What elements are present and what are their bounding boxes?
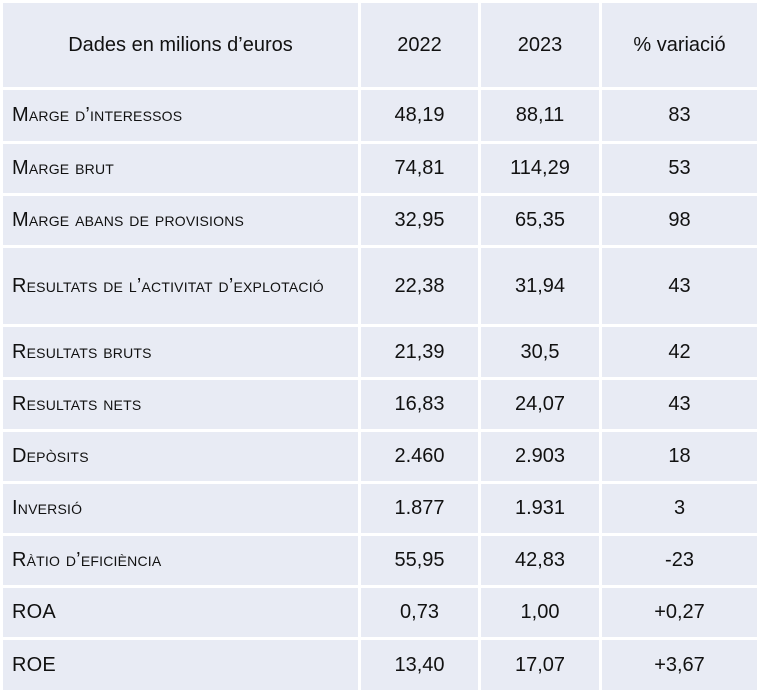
header-label: Dades en milions d’euros: [2, 2, 360, 89]
cell-variation: 83: [601, 89, 757, 143]
cell-variation: +0,27: [601, 587, 757, 639]
cell-variation: 53: [601, 143, 757, 195]
cell-2023: 31,94: [480, 247, 601, 326]
cell-variation: 18: [601, 431, 757, 483]
table-row: Resultats bruts 21,39 30,5 42: [2, 326, 757, 379]
cell-2023: 88,11: [480, 89, 601, 143]
row-label: Marge d’interessos: [2, 89, 360, 143]
cell-variation: +3,67: [601, 639, 757, 692]
cell-2022: 21,39: [360, 326, 480, 379]
cell-2023: 1.931: [480, 483, 601, 535]
row-label: Marge brut: [2, 143, 360, 195]
cell-2022: 48,19: [360, 89, 480, 143]
cell-2023: 65,35: [480, 195, 601, 247]
table-row: Marge abans de provisions 32,95 65,35 98: [2, 195, 757, 247]
table-row: Ràtio d’eficiència 55,95 42,83 -23: [2, 535, 757, 587]
cell-2023: 17,07: [480, 639, 601, 692]
cell-2022: 16,83: [360, 379, 480, 431]
row-label: ROA: [2, 587, 360, 639]
table-row: Resultats nets 16,83 24,07 43: [2, 379, 757, 431]
cell-2022: 74,81: [360, 143, 480, 195]
row-label: Marge abans de provisions: [2, 195, 360, 247]
cell-2022: 2.460: [360, 431, 480, 483]
cell-2023: 30,5: [480, 326, 601, 379]
table-row: Marge d’interessos 48,19 88,11 83: [2, 89, 757, 143]
cell-2023: 24,07: [480, 379, 601, 431]
row-label: Inversió: [2, 483, 360, 535]
cell-2023: 1,00: [480, 587, 601, 639]
table-row: ROE 13,40 17,07 +3,67: [2, 639, 757, 692]
cell-2023: 114,29: [480, 143, 601, 195]
cell-variation: 3: [601, 483, 757, 535]
cell-2022: 55,95: [360, 535, 480, 587]
table-row: Marge brut 74,81 114,29 53: [2, 143, 757, 195]
cell-2022: 22,38: [360, 247, 480, 326]
header-2023: 2023: [480, 2, 601, 89]
row-label: Ràtio d’eficiència: [2, 535, 360, 587]
cell-variation: -23: [601, 535, 757, 587]
row-label: Resultats de l’activitat d’explotació: [2, 247, 360, 326]
cell-2023: 2.903: [480, 431, 601, 483]
table-header-row: Dades en milions d’euros 2022 2023 % var…: [2, 2, 757, 89]
table-row: ROA 0,73 1,00 +0,27: [2, 587, 757, 639]
cell-2022: 32,95: [360, 195, 480, 247]
row-label: Resultats nets: [2, 379, 360, 431]
cell-2022: 0,73: [360, 587, 480, 639]
row-label: Depòsits: [2, 431, 360, 483]
cell-variation: 43: [601, 247, 757, 326]
cell-variation: 42: [601, 326, 757, 379]
cell-2022: 1.877: [360, 483, 480, 535]
table-row: Depòsits 2.460 2.903 18: [2, 431, 757, 483]
table-row: Resultats de l’activitat d’explotació 22…: [2, 247, 757, 326]
header-2022: 2022: [360, 2, 480, 89]
row-label: Resultats bruts: [2, 326, 360, 379]
cell-2023: 42,83: [480, 535, 601, 587]
cell-2022: 13,40: [360, 639, 480, 692]
cell-variation: 98: [601, 195, 757, 247]
header-variation: % variació: [601, 2, 757, 89]
cell-variation: 43: [601, 379, 757, 431]
table-row: Inversió 1.877 1.931 3: [2, 483, 757, 535]
row-label: ROE: [2, 639, 360, 692]
